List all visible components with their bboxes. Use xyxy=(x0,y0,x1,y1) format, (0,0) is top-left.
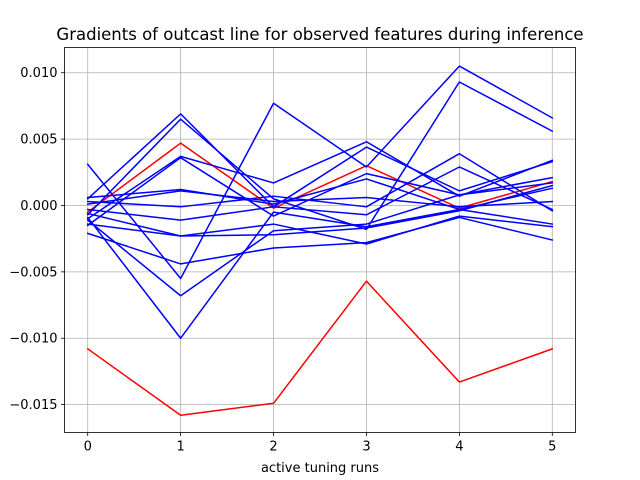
series-line-4 xyxy=(86,113,554,208)
y-tick-label: −0.010 xyxy=(9,332,57,347)
plot-frame xyxy=(64,47,576,433)
y-tick-label: −0.005 xyxy=(9,265,57,280)
x-tick-label: 0 xyxy=(84,440,92,455)
x-axis-ticks: 0 1 2 3 4 5 xyxy=(84,432,556,455)
series-line-16 xyxy=(86,184,554,237)
y-tick-label: −0.015 xyxy=(9,398,57,413)
series-line-14 xyxy=(86,215,554,245)
series-line-5 xyxy=(86,81,554,231)
y-tick-label: 0.005 xyxy=(20,133,57,148)
x-tick-label: 5 xyxy=(548,440,556,455)
x-tick-label: 4 xyxy=(455,440,463,455)
y-tick-label: 0.010 xyxy=(20,66,57,81)
x-tick-label: 2 xyxy=(269,440,277,455)
x-tick-label: 1 xyxy=(176,440,184,455)
series-line-2 xyxy=(86,142,554,214)
series-line-7 xyxy=(86,156,554,227)
y-tick-label: 0.000 xyxy=(20,199,57,214)
series-line-12 xyxy=(86,176,554,297)
series-line-15 xyxy=(86,216,554,265)
y-axis-ticks: 0.010 0.005 0.000 −0.005 −0.010 −0.015 xyxy=(9,66,65,413)
series-lines xyxy=(86,65,554,416)
x-tick-label: 3 xyxy=(362,440,370,455)
series-line-1 xyxy=(86,280,554,416)
chart-title: Gradients of outcast line for observed f… xyxy=(56,25,583,44)
series-line-11 xyxy=(86,166,554,221)
series-line-13 xyxy=(86,208,554,339)
series-line-6 xyxy=(86,141,554,220)
series-line-9 xyxy=(86,152,554,212)
x-axis-label: active tuning runs xyxy=(261,461,379,476)
